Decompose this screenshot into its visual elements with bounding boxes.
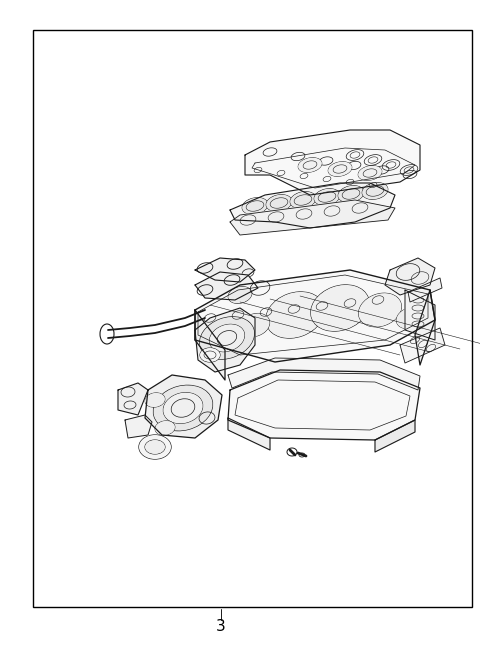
Polygon shape (125, 415, 152, 438)
Ellipse shape (328, 162, 352, 176)
Polygon shape (228, 418, 270, 450)
Ellipse shape (242, 197, 268, 215)
Bar (33, 30, 472, 607)
Ellipse shape (240, 314, 270, 337)
Polygon shape (230, 183, 395, 228)
Polygon shape (145, 375, 222, 438)
Text: 3: 3 (216, 619, 226, 634)
Ellipse shape (362, 183, 388, 199)
Ellipse shape (266, 292, 324, 338)
Ellipse shape (139, 435, 171, 459)
Polygon shape (118, 383, 148, 415)
Ellipse shape (145, 393, 165, 407)
Polygon shape (375, 420, 415, 452)
Ellipse shape (145, 440, 165, 454)
Ellipse shape (154, 385, 213, 430)
Polygon shape (400, 328, 445, 363)
Polygon shape (408, 278, 442, 302)
Ellipse shape (200, 317, 254, 359)
Ellipse shape (314, 189, 340, 205)
Polygon shape (195, 270, 435, 362)
Ellipse shape (358, 166, 382, 180)
Ellipse shape (311, 285, 369, 331)
Polygon shape (228, 358, 420, 390)
Polygon shape (245, 130, 420, 195)
Polygon shape (228, 370, 420, 440)
Ellipse shape (359, 293, 401, 327)
Polygon shape (195, 310, 225, 380)
Ellipse shape (209, 324, 244, 352)
Ellipse shape (338, 186, 364, 202)
Polygon shape (230, 200, 395, 235)
Polygon shape (195, 272, 258, 300)
Ellipse shape (396, 308, 423, 329)
Polygon shape (195, 308, 255, 372)
Polygon shape (415, 290, 435, 365)
Ellipse shape (266, 195, 292, 211)
Polygon shape (405, 290, 435, 340)
Polygon shape (385, 258, 435, 295)
Ellipse shape (290, 192, 316, 208)
Polygon shape (195, 258, 255, 282)
Ellipse shape (228, 287, 252, 303)
Ellipse shape (200, 348, 220, 362)
Ellipse shape (155, 421, 175, 435)
Ellipse shape (163, 392, 203, 423)
Ellipse shape (298, 157, 322, 173)
